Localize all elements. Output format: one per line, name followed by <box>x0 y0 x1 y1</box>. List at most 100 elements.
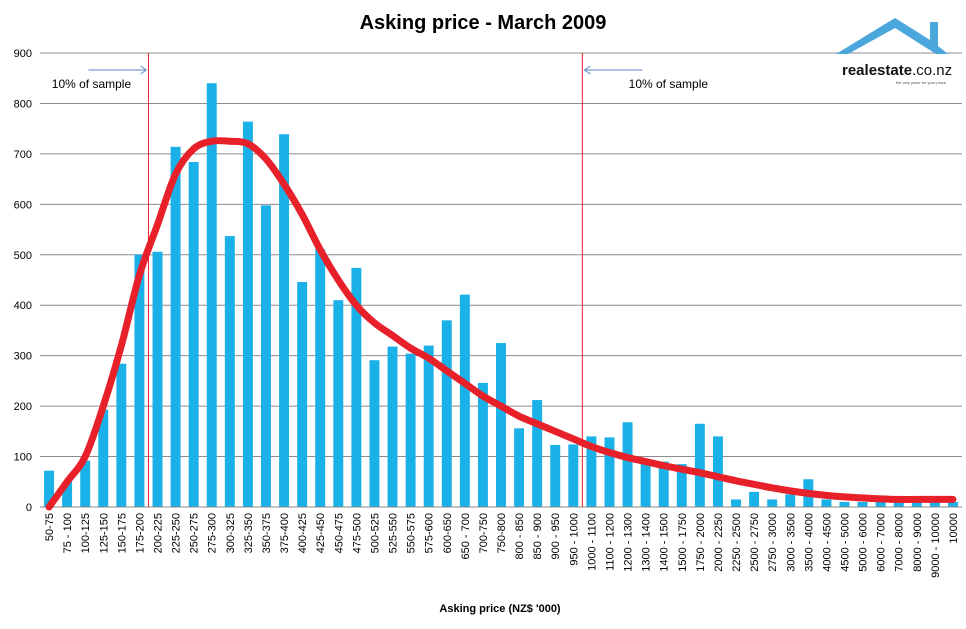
bar <box>875 501 886 507</box>
x-tick-label: 700-750 <box>478 513 490 553</box>
x-tick-label: 8000 - 9000 <box>912 513 924 572</box>
bar <box>405 353 416 507</box>
x-tick-label: 475-500 <box>351 513 363 553</box>
realestate-logo: realestate.co.nz the only place for your… <box>836 18 952 85</box>
y-tick-label: 500 <box>14 250 32 262</box>
bar <box>694 423 705 507</box>
x-tick-label: 2250 - 2500 <box>731 513 743 572</box>
x-tick-label: 7000 - 8000 <box>894 513 906 572</box>
bars <box>44 83 958 508</box>
x-tick-label: 275-300 <box>207 513 219 553</box>
x-tick-label: 800 - 850 <box>514 513 526 559</box>
bar <box>676 464 687 507</box>
x-tick-label: 100-125 <box>80 513 92 553</box>
bar <box>712 436 723 507</box>
bar <box>514 428 525 507</box>
bar <box>242 121 253 508</box>
y-tick-label: 600 <box>14 199 32 211</box>
y-tick-label: 700 <box>14 149 32 161</box>
x-tick-label: 250-275 <box>189 513 201 553</box>
x-tick-label: 225-250 <box>171 513 183 553</box>
bar <box>839 501 850 507</box>
bar <box>98 409 109 507</box>
y-axis-ticks: 0 100 200 300 400 500 600 700 800 900 <box>14 48 32 514</box>
y-tick-label: 0 <box>26 502 32 514</box>
logo-brand-main: realestate <box>842 62 912 79</box>
x-tick-label: 6000 - 7000 <box>876 513 888 572</box>
x-tick-label: 375-400 <box>279 513 291 553</box>
bar <box>423 345 434 507</box>
x-tick-label: 50-75 <box>44 513 56 541</box>
x-tick-label: 9000 - 10000 <box>930 513 942 578</box>
x-tick-label: 1500 - 1750 <box>677 513 689 572</box>
x-axis-ticks: 50-75 75 - 100 100-125 125-150 150-175 175-20… <box>44 513 960 578</box>
y-tick-label: 300 <box>14 351 32 363</box>
chart-title: Asking price - March 2009 <box>360 12 607 34</box>
sample-markers: 10% of sample 10% of sample <box>52 53 709 507</box>
bar <box>188 161 199 507</box>
svg-text:realestate.co.nz: realestate.co.nz <box>842 62 952 79</box>
x-tick-label: 550-575 <box>406 513 418 553</box>
bar <box>622 422 633 507</box>
bar <box>152 251 163 507</box>
x-tick-label: 1100 - 1200 <box>604 513 616 571</box>
bar <box>767 499 778 507</box>
x-tick-label: 1200 - 1300 <box>623 513 635 572</box>
bar <box>496 343 506 507</box>
y-tick-label: 100 <box>14 452 32 464</box>
bar <box>62 481 73 507</box>
trend-line <box>45 137 957 511</box>
x-tick-label: 425-450 <box>315 513 327 553</box>
x-tick-label: 1000 - 1100 <box>586 513 598 571</box>
x-tick-label: 150-175 <box>116 513 128 553</box>
x-tick-label: 300-325 <box>225 513 237 553</box>
x-tick-label: 850 - 900 <box>532 513 544 559</box>
x-tick-label: 525-550 <box>388 513 400 553</box>
bar <box>550 444 561 507</box>
bar <box>857 501 868 507</box>
bar <box>387 346 398 507</box>
x-tick-label: 1750 - 2000 <box>695 513 707 572</box>
bar <box>459 294 470 507</box>
bar <box>893 501 904 507</box>
sample-marker-label: 10% of sample <box>629 77 709 91</box>
x-tick-label: 4000 - 4500 <box>821 513 833 572</box>
x-tick-label: 600-650 <box>442 513 454 553</box>
bar <box>224 236 235 507</box>
bar <box>315 249 326 507</box>
bar <box>369 360 380 507</box>
arrowhead-icon <box>140 65 147 75</box>
sample-marker-label: 10% of sample <box>52 77 132 91</box>
x-tick-label: 450-475 <box>333 513 345 553</box>
x-tick-label: 750-800 <box>496 513 508 553</box>
logo-tagline: the only place for your place <box>896 80 947 85</box>
x-tick-label: 2000 - 2250 <box>713 513 725 572</box>
bar <box>170 146 181 507</box>
x-tick-label: 500-525 <box>369 513 381 553</box>
x-tick-label: 900 - 950 <box>550 513 562 559</box>
bar <box>44 470 55 507</box>
x-tick-label: 125-150 <box>98 513 110 553</box>
bar <box>911 501 922 507</box>
bar <box>586 436 597 507</box>
x-tick-label: 325-350 <box>243 513 255 553</box>
bar <box>116 363 127 507</box>
x-tick-label: 1400 - 1500 <box>659 513 671 572</box>
y-tick-label: 200 <box>14 401 32 413</box>
bar <box>134 254 145 507</box>
x-tick-label: 400-425 <box>297 513 309 553</box>
house-roof-icon <box>836 18 948 54</box>
bar <box>658 461 669 507</box>
bar <box>477 382 488 507</box>
x-tick-label: 575-600 <box>424 513 436 553</box>
bar <box>731 499 741 507</box>
bar <box>785 494 796 507</box>
bar <box>333 300 344 507</box>
x-tick-label: 175-200 <box>134 513 146 553</box>
bar <box>929 501 940 507</box>
x-tick-label: 1300 - 1400 <box>641 513 653 572</box>
x-tick-label: 950 - 1000 <box>568 513 580 566</box>
x-tick-label: 2500 - 2750 <box>749 513 761 572</box>
bar <box>279 134 290 507</box>
